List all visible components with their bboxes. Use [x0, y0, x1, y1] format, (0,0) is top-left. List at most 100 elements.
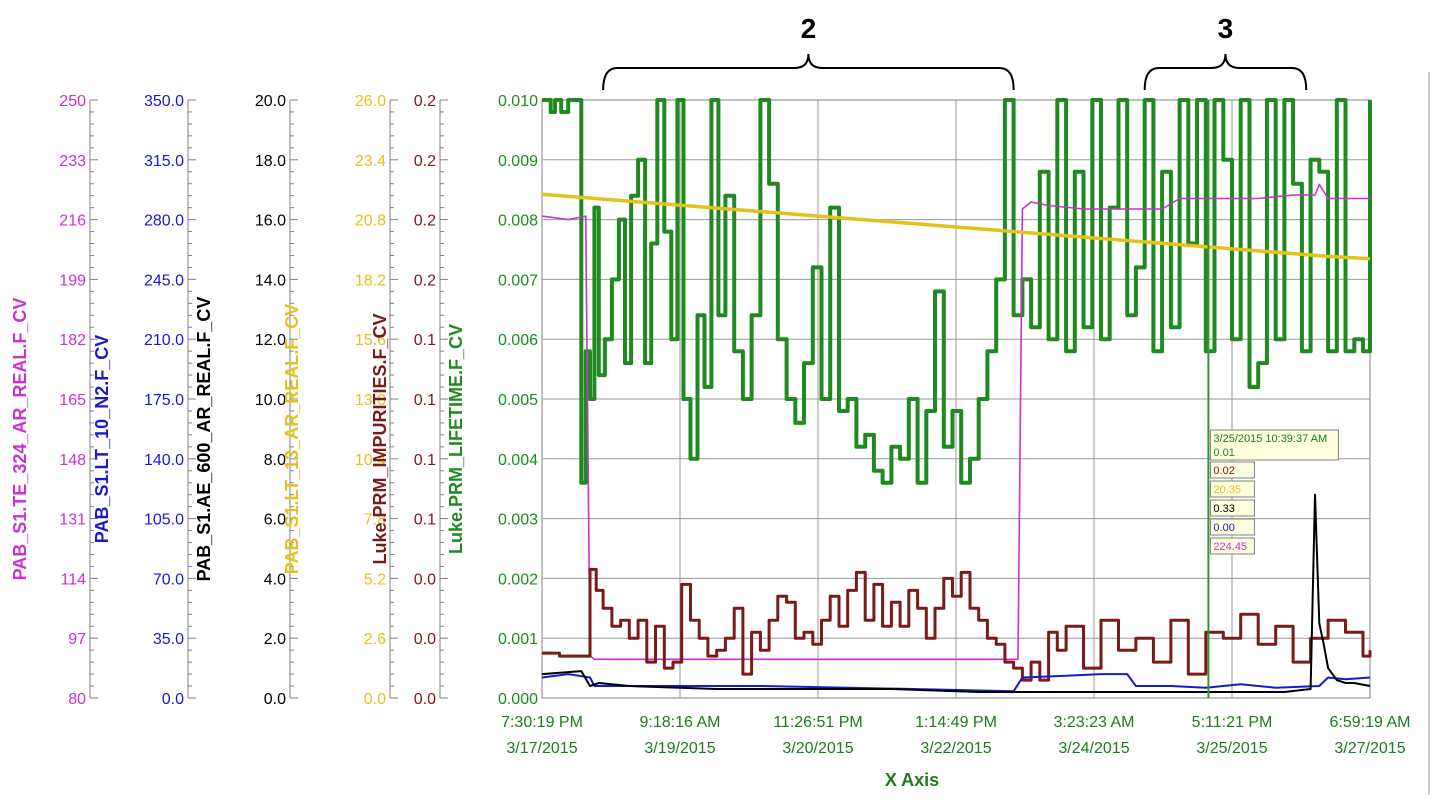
y-axis-life: 0.010 0.009 0.008 0.007 0.006 0.005 0.004 0.003… — [446, 93, 538, 708]
x-tick: 3:23:23 AM 3/24/2015 — [1054, 714, 1135, 757]
y-tick-label: 0.0 — [414, 691, 436, 708]
window-border — [1428, 72, 1430, 795]
y-axis-lt10: 350.0 315.0 280.0 245.0 210.0 175.0 140.0 105.0… — [92, 93, 196, 708]
cursor-readout-box: 0.00 — [1209, 518, 1255, 536]
y-tick-label: 16.0 — [255, 213, 286, 230]
y-tick-label: 0.004 — [498, 452, 538, 469]
x-tick-time: 7:30:19 PM — [501, 714, 583, 731]
series-line-lt13 — [541, 192, 1371, 261]
y-tick-label: 14.0 — [255, 272, 286, 289]
cursor-timestamp-box: 3/25/2015 10:39:37 AM 0.01 — [1209, 429, 1339, 461]
y-tick-label: 0.001 — [498, 631, 538, 648]
y-tick-label: 140.0 — [144, 452, 184, 469]
y-tick-label: 250 — [59, 93, 86, 110]
y-axis-title: Luke.PRM_LIFETIME.F_CV — [446, 324, 466, 554]
series-line-imp — [542, 567, 1372, 682]
y-tick-label: 216 — [59, 213, 86, 230]
y-tick-label: 0.0 — [414, 571, 436, 588]
bracket-label: 2 — [801, 13, 817, 44]
x-tick: 5:11:21 PM 3/25/2015 — [1192, 714, 1273, 757]
y-tick-label: 18.0 — [255, 153, 286, 170]
y-tick-label: 148 — [59, 452, 86, 469]
y-axis-title: PAB_S1.LT_13_AR_REAL.F_CV — [282, 304, 302, 574]
y-tick-label: 97 — [68, 631, 86, 648]
y-tick-label: 0.0 — [364, 691, 386, 708]
y-tick-label: 165 — [59, 392, 86, 409]
y-tick-label: 6.0 — [264, 512, 286, 529]
y-axes: 250 233 216 199 182 165 148 131 114 97 80 PAB_S1.TE… — [10, 93, 538, 708]
x-tick-date: 3/27/2015 — [1334, 740, 1405, 757]
y-tick-label: 0.0 — [162, 691, 184, 708]
y-tick-label: 105.0 — [144, 512, 184, 529]
y-axis-lt13: 26.0 23.4 20.8 18.2 15.6 13.0 10.4 7.8 5.2 2.6 0.0… — [282, 93, 398, 708]
x-axis-title: X Axis — [885, 770, 939, 790]
y-tick-label: 5.2 — [364, 571, 386, 588]
x-axis: 7:30:19 PM 3/17/2015 9:18:16 AM 3/19/2015 11… — [501, 714, 1410, 790]
y-tick-label: 7.8 — [364, 512, 386, 529]
bracket-path — [602, 53, 1015, 91]
y-tick-label: 26.0 — [355, 93, 386, 110]
series-layer — [541, 98, 1372, 693]
y-axis-imp: 0.2 0.2 0.2 0.2 0.1 0.1 0.1 0.1 0.0 0.0 0.0 Luke.PR… — [370, 93, 448, 708]
y-tick-label: 233 — [59, 153, 86, 170]
y-tick-label: 0.006 — [498, 332, 538, 349]
y-tick-label: 0.2 — [414, 153, 436, 170]
x-tick-time: 9:18:16 AM — [640, 714, 721, 731]
cursor-readout: 224.45 — [1213, 541, 1247, 553]
x-tick-date: 3/19/2015 — [644, 740, 715, 757]
y-axis-title: PAB_S1.AE_600_AR_REAL.F_CV — [194, 297, 214, 582]
cursor-readout: 0.02 — [1213, 465, 1234, 477]
y-tick-label: 210.0 — [144, 332, 184, 349]
y-tick-label: 20.8 — [355, 213, 386, 230]
y-tick-label: 0.1 — [414, 512, 436, 529]
y-tick-label: 10.0 — [255, 392, 286, 409]
x-tick: 9:18:16 AM 3/19/2015 — [640, 714, 721, 757]
y-tick-label: 80 — [68, 691, 86, 708]
y-tick-label: 182 — [59, 332, 86, 349]
annotation-bracket: 2 — [602, 13, 1015, 91]
y-tick-label: 13.0 — [355, 392, 386, 409]
y-axis-title: Luke.PRM_IMPURITIES.F_CV — [370, 313, 390, 564]
cursor-readout: 0.33 — [1213, 503, 1234, 515]
y-tick-label: 0.008 — [498, 213, 538, 230]
readout-bg — [1209, 537, 1255, 555]
x-tick: 7:30:19 PM 3/17/2015 — [501, 714, 583, 757]
y-tick-label: 0.1 — [414, 452, 436, 469]
y-tick-label: 4.0 — [264, 571, 286, 588]
y-tick-label: 2.6 — [364, 631, 386, 648]
readout-bg — [1209, 499, 1255, 517]
cursor-readout: 20.35 — [1213, 484, 1241, 496]
x-tick: 11:26:51 PM 3/20/2015 — [773, 714, 863, 757]
x-tick-date: 3/22/2015 — [920, 740, 991, 757]
readout-bg — [1209, 461, 1255, 479]
y-tick-label: 35.0 — [153, 631, 184, 648]
bracket-label: 3 — [1218, 13, 1234, 44]
cursor-readout-box: 0.02 — [1209, 461, 1255, 479]
cursor-box-bg — [1209, 429, 1339, 461]
y-tick-label: 12.0 — [255, 332, 286, 349]
x-tick-time: 1:14:49 PM — [915, 714, 997, 731]
y-tick-label: 18.2 — [355, 272, 386, 289]
y-tick-label: 350.0 — [144, 93, 184, 110]
y-tick-label: 0.1 — [414, 332, 436, 349]
y-tick-label: 0.000 — [498, 691, 538, 708]
y-tick-label: 0.2 — [414, 272, 436, 289]
x-tick-date: 3/20/2015 — [782, 740, 853, 757]
series-line-ae600 — [541, 493, 1371, 693]
y-axis-te324: 250 233 216 199 182 165 148 131 114 97 80 PAB_S1.TE… — [10, 93, 98, 708]
cursor-layer: 3/25/2015 10:39:37 AM 0.01 0.02 20.35 0.33 0.… — [1207, 100, 1339, 698]
y-tick-label: 199 — [59, 272, 86, 289]
series-line-te324 — [541, 183, 1370, 661]
y-tick-label: 0.2 — [414, 213, 436, 230]
y-tick-label: 315.0 — [144, 153, 184, 170]
y-tick-label: 0.009 — [498, 153, 538, 170]
x-tick: 1:14:49 PM 3/22/2015 — [915, 714, 997, 757]
readout-bg — [1209, 518, 1255, 536]
x-tick: 6:59:19 AM 3/27/2015 — [1330, 714, 1411, 757]
cursor-readout: 0.01 — [1213, 447, 1234, 459]
x-tick-date: 3/25/2015 — [1196, 740, 1267, 757]
series-line-life — [542, 98, 1372, 485]
x-tick-time: 6:59:19 AM — [1330, 714, 1411, 731]
